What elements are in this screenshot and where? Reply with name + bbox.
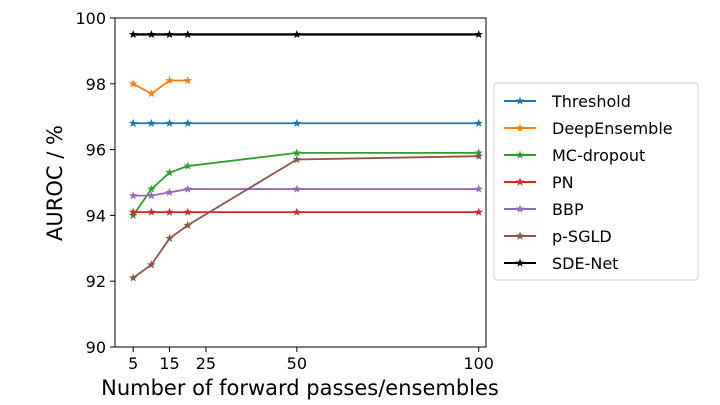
data-point xyxy=(128,210,138,220)
series-threshold xyxy=(128,118,483,127)
plot-frame xyxy=(114,17,487,348)
legend-marker xyxy=(515,96,525,105)
data-point xyxy=(165,187,174,196)
legend-label: PN xyxy=(552,173,574,192)
data-point xyxy=(474,207,483,216)
x-tick-label: 50 xyxy=(287,354,307,373)
data-point xyxy=(128,207,138,216)
x-tick-label: 25 xyxy=(196,354,216,373)
legend-entry: SDE-Net xyxy=(504,254,618,273)
x-tick-label: 15 xyxy=(159,354,179,373)
axes: 90 92 94 96 98 100 5 15 25 50 100 xyxy=(75,9,494,373)
data-point xyxy=(474,118,483,127)
data-point xyxy=(292,29,302,39)
legend-box xyxy=(493,82,699,281)
data-point xyxy=(474,151,483,160)
series-p-sgld xyxy=(128,151,483,282)
legend-label: p-SGLD xyxy=(552,227,612,246)
legend-label: MC-dropout xyxy=(552,146,645,165)
legend-marker xyxy=(515,231,525,240)
legend-entry: DeepEnsemble xyxy=(504,119,673,138)
y-tick-label: 98 xyxy=(86,75,106,94)
series-deepensemble xyxy=(128,76,192,98)
y-tick-label: 90 xyxy=(86,338,106,357)
data-point xyxy=(147,184,156,193)
data-point xyxy=(147,191,156,200)
data-point xyxy=(183,184,192,193)
legend-marker xyxy=(515,204,525,213)
series-line xyxy=(132,151,479,216)
x-axis-label: Number of forward passes/ensembles xyxy=(101,376,499,400)
legend-entry: Threshold xyxy=(504,92,631,111)
series-line xyxy=(133,188,479,197)
data-point xyxy=(128,79,138,88)
series-pn xyxy=(128,207,483,216)
data-point xyxy=(147,207,156,216)
y-tick-label: 100 xyxy=(75,9,106,28)
legend-label: DeepEnsemble xyxy=(552,119,673,138)
plot-area xyxy=(128,29,483,282)
data-point xyxy=(147,29,156,39)
data-point xyxy=(474,29,483,39)
legend-entry: PN xyxy=(504,173,574,192)
data-point xyxy=(128,118,138,127)
y-tick-label: 92 xyxy=(86,272,106,291)
data-point xyxy=(292,148,302,157)
legend-label: BBP xyxy=(552,200,584,219)
data-point xyxy=(183,29,192,39)
legend-label: SDE-Net xyxy=(552,254,618,273)
data-point xyxy=(183,220,192,229)
data-point xyxy=(165,168,174,177)
x-tick-label: 100 xyxy=(463,354,494,373)
data-point xyxy=(165,233,174,243)
x-tick-label: 5 xyxy=(128,354,138,373)
data-point xyxy=(147,118,156,127)
legend-marker xyxy=(515,177,525,186)
data-point xyxy=(165,29,174,39)
data-point xyxy=(183,207,192,216)
data-point xyxy=(292,207,302,216)
legend-marker xyxy=(515,258,525,267)
y-tick-label: 96 xyxy=(86,141,106,160)
data-point xyxy=(128,29,138,39)
data-point xyxy=(292,155,302,164)
data-point xyxy=(292,184,302,193)
legend-entry: p-SGLD xyxy=(504,227,612,246)
legend-marker xyxy=(515,150,525,159)
data-point xyxy=(165,118,174,127)
legend-entry: MC-dropout xyxy=(504,146,645,165)
series-sde-net xyxy=(128,29,483,39)
data-point xyxy=(128,191,138,200)
data-point xyxy=(147,260,156,269)
data-point xyxy=(147,89,156,98)
series-line xyxy=(132,155,479,279)
legend-marker xyxy=(515,123,525,132)
data-point xyxy=(183,76,192,85)
legend-label: Threshold xyxy=(551,92,631,111)
legend: Threshold DeepEnsemble MC-dropout PN BBP p-SG… xyxy=(493,82,699,281)
data-point xyxy=(165,207,174,216)
data-point xyxy=(183,118,192,127)
y-tick-label: 94 xyxy=(86,206,106,225)
data-point xyxy=(165,76,174,85)
data-point xyxy=(474,184,483,193)
series-line xyxy=(132,79,188,95)
data-point xyxy=(292,118,302,127)
data-point xyxy=(183,161,192,170)
y-axis-label: AUROC / % xyxy=(43,125,67,241)
data-point xyxy=(128,273,138,282)
series-bbp xyxy=(128,184,483,200)
legend-entry: BBP xyxy=(504,200,584,219)
